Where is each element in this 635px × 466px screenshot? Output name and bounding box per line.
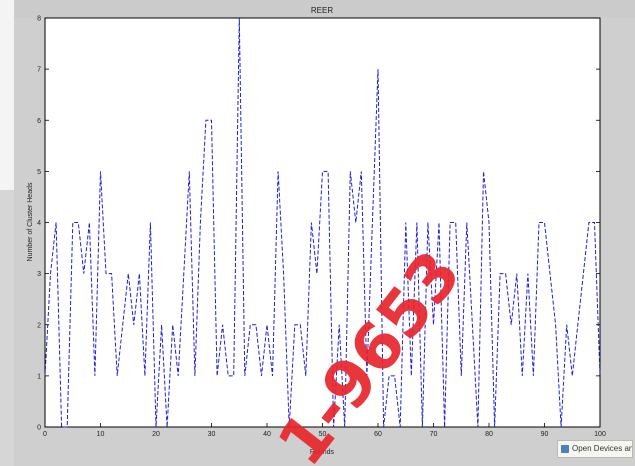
x-tick-label: 90 [541,431,549,438]
chart-title: REER [311,6,333,15]
x-tick-label: 80 [485,431,493,438]
y-tick-label: 6 [37,118,41,125]
y-ticks: 0 1 2 3 4 5 6 7 8 [37,16,600,432]
y-axis-label: Number of Cluster Heads [27,182,34,261]
background-strip [0,0,635,18]
y-tick-label: 7 [37,67,41,74]
x-tick-label: 0 [43,431,47,438]
plot-area [44,17,601,428]
background-window-edge [0,0,14,190]
series-layer [44,17,601,428]
taskbar-tooltip: Open Devices and Printers [557,440,633,458]
y-tick-label: 5 [37,169,41,176]
monitor-icon [561,445,569,453]
y-tick-label: 1 [37,373,41,380]
x-tick-label: 10 [97,431,105,438]
x-tick-label: 70 [430,431,438,438]
x-tick-label: 20 [152,431,160,438]
x-tick-label: 50 [319,431,327,438]
x-tick-label: 60 [374,431,382,438]
y-tick-label: 0 [37,425,41,432]
y-tick-label: 8 [37,16,41,23]
tooltip-text: Open Devices and Printers [572,444,633,453]
y-tick-label: 4 [37,220,41,227]
x-tick-label: 40 [263,431,271,438]
y-tick-label: 3 [37,271,41,278]
x-tick-label: 100 [594,431,606,438]
y-tick-label: 2 [37,322,41,329]
x-axis-label: Rounds [310,449,335,456]
series-line [44,17,601,428]
x-tick-label: 30 [208,431,216,438]
